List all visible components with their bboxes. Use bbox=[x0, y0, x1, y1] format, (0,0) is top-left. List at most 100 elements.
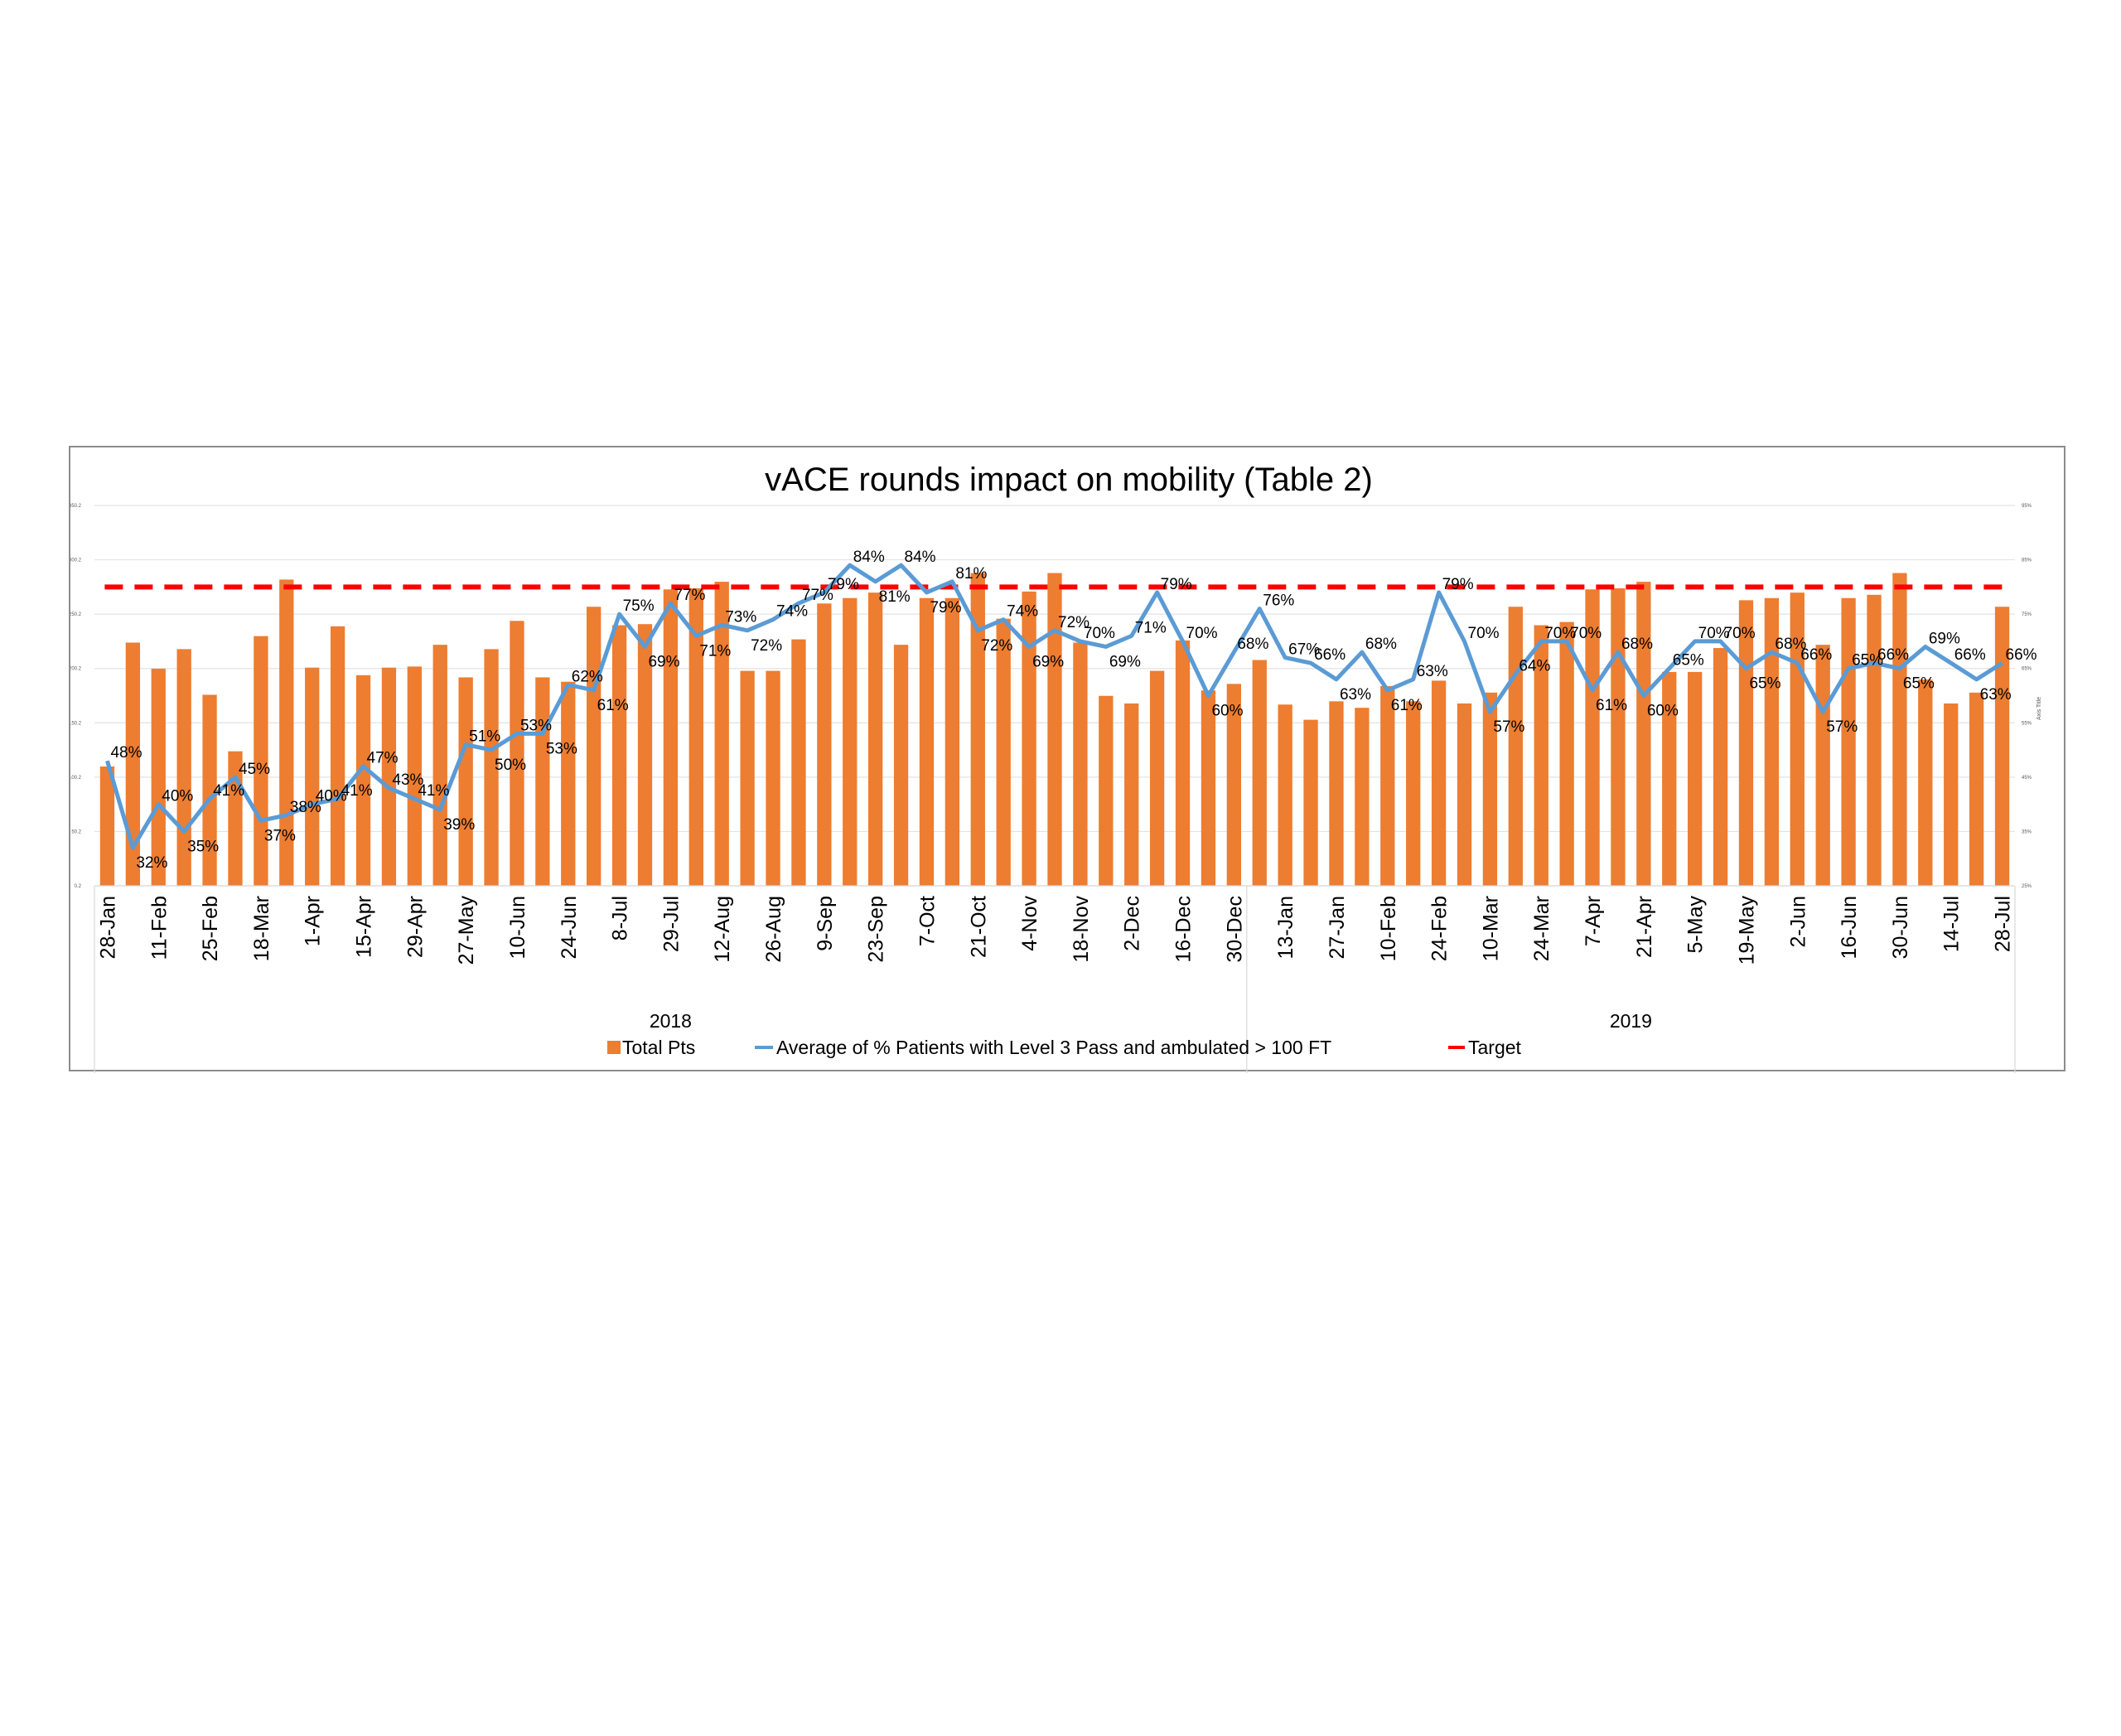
data-label: 43% bbox=[392, 771, 423, 789]
bar-total-pts bbox=[1252, 660, 1267, 886]
x-tick-label: 2-Dec bbox=[1121, 896, 1144, 951]
x-tick-label: 4-Nov bbox=[1018, 896, 1041, 951]
x-tick-label: 7-Oct bbox=[916, 896, 939, 946]
data-label: 53% bbox=[520, 717, 552, 734]
data-label: 69% bbox=[1929, 630, 1960, 647]
bar-total-pts bbox=[254, 636, 268, 886]
x-tick-label: 9-Sep bbox=[814, 896, 837, 951]
left-axis-tick-label: 100.2 bbox=[70, 776, 82, 781]
left-axis-tick-label: 150.2 bbox=[70, 721, 82, 726]
legend-label: Total Pts bbox=[622, 1037, 695, 1058]
line-percent-patients bbox=[105, 563, 2003, 850]
bar-total-pts bbox=[1329, 701, 1344, 886]
bar-total-pts bbox=[407, 666, 422, 886]
left-axis-tick-label: 50.2 bbox=[71, 829, 81, 834]
data-label: 32% bbox=[136, 854, 167, 872]
bar-total-pts bbox=[125, 642, 141, 886]
data-label: 75% bbox=[623, 597, 655, 615]
bar-total-pts bbox=[535, 677, 550, 886]
x-tick-label: 28-Jul bbox=[1992, 896, 2015, 952]
x-tick-label: 12-Aug bbox=[711, 896, 734, 963]
bar-total-pts bbox=[663, 589, 679, 886]
data-label: 69% bbox=[1032, 653, 1064, 670]
bar-total-pts bbox=[1099, 695, 1114, 886]
bar-total-pts bbox=[919, 597, 935, 886]
data-label: 70% bbox=[1084, 625, 1115, 642]
bar-total-pts bbox=[688, 588, 703, 886]
bar-total-pts bbox=[1585, 589, 1600, 886]
x-tick-label: 8-Jul bbox=[609, 896, 632, 941]
x-tick-label: 30-Jun bbox=[1889, 896, 1912, 959]
bar-total-pts bbox=[1944, 703, 1959, 886]
bar-total-pts bbox=[458, 677, 473, 886]
data-label: 60% bbox=[1211, 703, 1243, 720]
bar-total-pts bbox=[1738, 600, 1754, 886]
bar-total-pts bbox=[1892, 573, 1907, 886]
data-label: 76% bbox=[1263, 592, 1294, 610]
x-tick-label: 11-Feb bbox=[147, 896, 171, 960]
data-label: 61% bbox=[597, 697, 629, 714]
x-tick-label: 25-Feb bbox=[199, 896, 222, 961]
legend-swatch-total-pts bbox=[607, 1041, 621, 1054]
bar-total-pts bbox=[611, 625, 627, 886]
data-label: 63% bbox=[1980, 686, 2012, 704]
x-tick-label: 16-Jun bbox=[1838, 896, 1861, 959]
data-label: 45% bbox=[239, 761, 270, 778]
bar-total-pts bbox=[1149, 670, 1165, 886]
x-tick-label: 24-Feb bbox=[1428, 896, 1452, 961]
data-label: 72% bbox=[981, 637, 1012, 655]
bar-total-pts bbox=[1303, 719, 1318, 886]
bar-total-pts bbox=[1969, 692, 1984, 886]
x-tick-label: 24-Jun bbox=[558, 896, 581, 959]
data-label: 81% bbox=[955, 565, 987, 583]
data-label: 72% bbox=[1058, 614, 1089, 631]
data-label: 65% bbox=[1749, 675, 1780, 693]
bar-total-pts bbox=[996, 618, 1011, 886]
data-label: 77% bbox=[674, 587, 705, 604]
x-tick-label: 29-Jul bbox=[659, 896, 683, 952]
bar-total-pts bbox=[484, 649, 499, 886]
bar-total-pts bbox=[1636, 582, 1651, 886]
bar-total-pts bbox=[330, 626, 345, 886]
data-label: 69% bbox=[648, 653, 679, 670]
data-label: 40% bbox=[316, 788, 347, 805]
x-tick-label: 27-May bbox=[455, 896, 478, 965]
data-label: 73% bbox=[725, 608, 756, 626]
bar-total-pts bbox=[1431, 680, 1447, 886]
data-label: 39% bbox=[443, 816, 475, 834]
data-label: 65% bbox=[1903, 675, 1935, 693]
data-label: 38% bbox=[290, 799, 321, 816]
bar-total-pts bbox=[945, 597, 960, 886]
x-tick-label: 21-Apr bbox=[1633, 896, 1656, 958]
legend-label: Target bbox=[1468, 1037, 1522, 1058]
data-label: 70% bbox=[1468, 625, 1500, 642]
bar-total-pts bbox=[637, 624, 653, 886]
data-label: 35% bbox=[187, 838, 219, 855]
bar-total-pts bbox=[587, 607, 602, 886]
data-label: 77% bbox=[802, 587, 833, 604]
x-tick-label: 15-Apr bbox=[353, 896, 376, 958]
legend-label: Average of % Patients with Level 3 Pass … bbox=[776, 1037, 1331, 1058]
data-label: 79% bbox=[930, 599, 961, 617]
bar-total-pts bbox=[791, 639, 806, 886]
bar-total-pts bbox=[1175, 640, 1191, 886]
bar-total-pts bbox=[893, 645, 909, 886]
left-axis-tick-label: 0.2 bbox=[75, 884, 82, 889]
bar-total-pts bbox=[1406, 701, 1421, 886]
right-axis-tick-label: 35% bbox=[2022, 829, 2032, 834]
x-tick-label: 16-Dec bbox=[1172, 896, 1196, 963]
chart: vACE rounds impact on mobility (Table 2)… bbox=[70, 462, 2042, 1073]
data-label: 65% bbox=[1673, 652, 1704, 670]
x-tick-label: 18-Nov bbox=[1070, 896, 1093, 963]
bar-total-pts bbox=[1841, 597, 1856, 886]
data-label: 68% bbox=[1365, 636, 1397, 653]
data-label: 60% bbox=[1647, 703, 1679, 720]
data-label: 81% bbox=[879, 588, 911, 606]
x-tick-label: 29-Apr bbox=[403, 896, 427, 958]
group-label: 2019 bbox=[1610, 1010, 1652, 1032]
right-axis-tick-label: 45% bbox=[2022, 776, 2032, 781]
data-label: 37% bbox=[264, 827, 296, 844]
left-axis-tick-label: 300.2 bbox=[70, 559, 82, 563]
bar-total-pts bbox=[99, 766, 115, 886]
data-label: 63% bbox=[1340, 686, 1371, 704]
